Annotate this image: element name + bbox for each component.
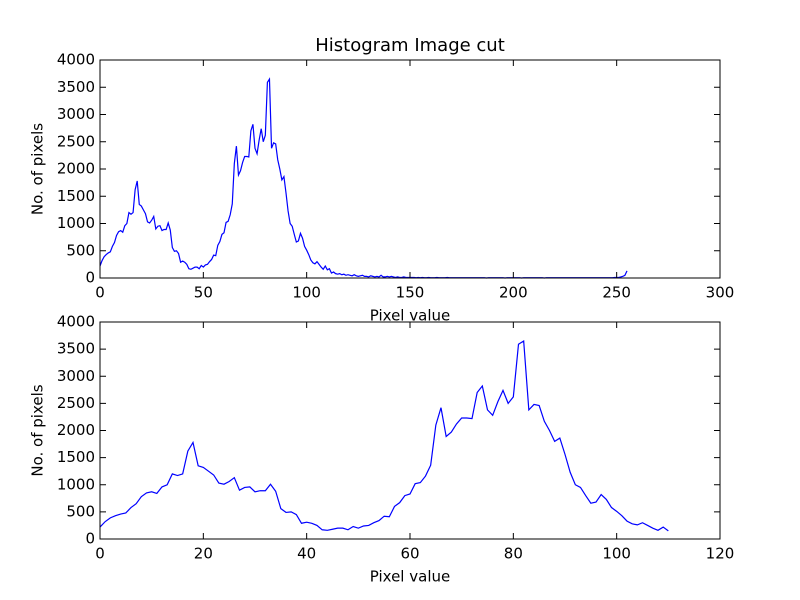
x-axis-label: Pixel value: [370, 568, 450, 586]
x-tick-label: 80: [504, 545, 523, 563]
y-tick-label: 1500: [57, 448, 95, 466]
histogram-line: [99, 339, 669, 532]
plot-area: [100, 322, 720, 539]
plot-area: [100, 60, 720, 278]
y-tick-label: 2500: [57, 394, 95, 412]
x-tick-label: 0: [95, 545, 105, 563]
y-tick-label: 1500: [57, 187, 95, 205]
axes-frame: [99, 59, 721, 279]
x-tick-label: 0: [95, 284, 105, 302]
x-tick-label: 150: [396, 284, 425, 302]
y-axis-label: No. of pixels: [29, 384, 47, 476]
y-tick-label: 3000: [57, 367, 95, 385]
chart-title: Histogram Image cut: [315, 35, 505, 56]
x-tick-label: 100: [602, 545, 631, 563]
x-tick-label: 250: [602, 284, 631, 302]
y-tick-label: 3000: [57, 105, 95, 123]
x-tick-label: 20: [194, 545, 213, 563]
axes-frame: [99, 321, 721, 540]
x-axis-label: Pixel value: [370, 307, 450, 325]
y-tick-label: 2000: [57, 160, 95, 178]
x-tick-label: 300: [706, 284, 735, 302]
y-tick-label: 500: [66, 502, 95, 520]
y-tick-label: 2000: [57, 421, 95, 439]
x-tick-label: 200: [499, 284, 528, 302]
x-tick-label: 120: [706, 545, 735, 563]
y-tick-label: 500: [66, 241, 95, 259]
y-axis-label: No. of pixels: [29, 123, 47, 215]
y-tick-label: 0: [85, 269, 95, 287]
y-tick-label: 3500: [57, 340, 95, 358]
y-tick-label: 4000: [57, 313, 95, 331]
y-tick-label: 2500: [57, 132, 95, 150]
y-tick-label: 0: [85, 530, 95, 548]
x-tick-label: 100: [292, 284, 321, 302]
x-tick-label: 60: [400, 545, 419, 563]
y-tick-label: 3500: [57, 78, 95, 96]
y-tick-label: 4000: [57, 51, 95, 69]
y-tick-label: 1000: [57, 475, 95, 493]
x-tick-label: 40: [297, 545, 316, 563]
y-tick-label: 1000: [57, 214, 95, 232]
x-tick-label: 50: [194, 284, 213, 302]
